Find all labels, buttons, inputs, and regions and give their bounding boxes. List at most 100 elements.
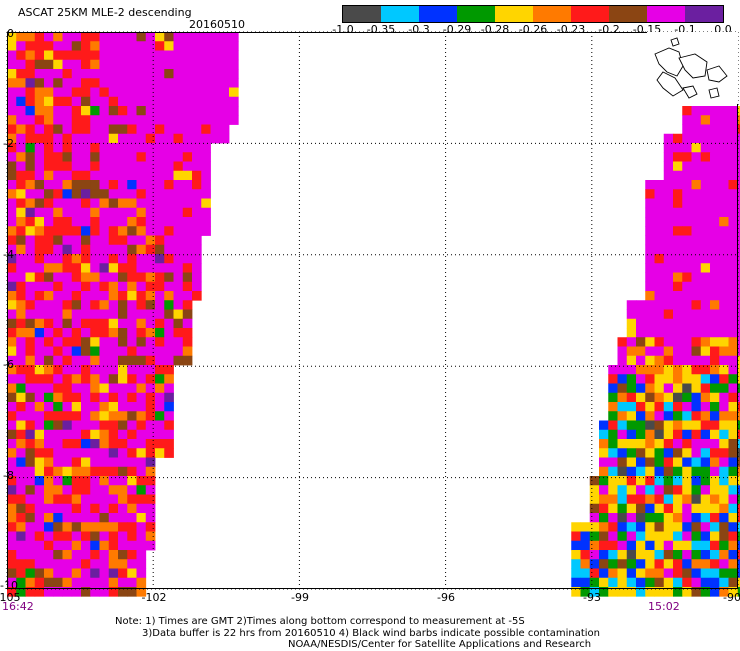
- swath-cell: [25, 50, 36, 61]
- swath-cell: [118, 485, 128, 495]
- swath-cell: [654, 355, 665, 366]
- swath-cell: [719, 346, 729, 357]
- swath-cell: [118, 420, 128, 431]
- swath-cell: [71, 392, 82, 403]
- swath-cell: [118, 198, 128, 209]
- swath-cell: [53, 207, 63, 218]
- swath-cell: [645, 291, 655, 301]
- swath-cell: [71, 235, 82, 246]
- swath-cell: [710, 355, 720, 366]
- swath-cell: [182, 161, 193, 172]
- swath-cell: [136, 346, 147, 357]
- swath-cell: [164, 254, 174, 264]
- swath-cell: [81, 198, 91, 209]
- swath-cell: [127, 513, 137, 523]
- swath-cell: [81, 124, 91, 135]
- swath-cell: [155, 124, 165, 135]
- swath-cell: [16, 355, 26, 366]
- swath-cell: [62, 41, 73, 51]
- swath-cell: [700, 189, 711, 199]
- swath-cell: [173, 124, 184, 135]
- swath-cell: [7, 429, 17, 440]
- swath-cell: [173, 87, 184, 98]
- swath-cell: [700, 217, 711, 227]
- swath-cell: [164, 402, 174, 412]
- swath-cell: [599, 494, 609, 505]
- swath-cell: [7, 318, 17, 329]
- swath-cell: [7, 189, 17, 199]
- swath-cell: [118, 161, 128, 172]
- swath-cell: [53, 439, 63, 449]
- swath-cell: [7, 272, 17, 283]
- swath-cell: [710, 457, 720, 468]
- swath-cell: [7, 559, 17, 569]
- swath-cell: [136, 439, 147, 449]
- swath-cell: [589, 503, 600, 514]
- swath-cell: [44, 337, 54, 347]
- swath-cell: [155, 161, 165, 172]
- swath-cell: [145, 189, 156, 199]
- swath-cell: [108, 540, 119, 551]
- swath-cell: [62, 522, 73, 532]
- swath-cell: [62, 300, 73, 310]
- swath-cell: [626, 494, 637, 505]
- swath-cell: [682, 429, 692, 440]
- swath-cell: [136, 587, 147, 597]
- swath-cell: [617, 550, 628, 560]
- swath-cell: [7, 161, 17, 172]
- swath-cell: [682, 559, 692, 569]
- swath-cell: [663, 559, 674, 569]
- swath-cell: [34, 96, 45, 107]
- swath-cell: [580, 577, 591, 588]
- swath-cell: [663, 587, 674, 597]
- swath-cell: [90, 78, 100, 88]
- swath-cell: [617, 587, 628, 597]
- swath-cell: [53, 272, 63, 283]
- swath-cell: [90, 189, 100, 199]
- swath-cell: [108, 217, 119, 227]
- swath-cell: [44, 217, 54, 227]
- swath-cell: [182, 235, 193, 246]
- swath-cell: [663, 411, 674, 421]
- swath-cell: [182, 226, 193, 236]
- swath-cell: [673, 300, 683, 310]
- swath-cell: [210, 96, 221, 107]
- swath-cell: [673, 281, 683, 292]
- swath-cell: [654, 485, 665, 495]
- swath-cell: [25, 309, 36, 320]
- swath-cell: [108, 355, 119, 366]
- swath-cell: [663, 355, 674, 366]
- swath-cell: [44, 392, 54, 403]
- swath-cell: [737, 577, 740, 588]
- swath-cell: [201, 143, 211, 153]
- swath-cell: [71, 152, 82, 162]
- swath-cell: [90, 198, 100, 209]
- swath-cell: [16, 485, 26, 495]
- swath-cell: [44, 439, 54, 449]
- swath-cell: [571, 559, 581, 569]
- swath-cell: [99, 198, 110, 209]
- swath-cell: [155, 180, 165, 190]
- swath-cell: [155, 96, 165, 107]
- swath-cell: [25, 448, 36, 458]
- swath-cell: [599, 568, 609, 579]
- swath-cell: [25, 235, 36, 246]
- swath-cell: [710, 124, 720, 135]
- swath-cell: [136, 522, 147, 532]
- swath-cell: [728, 429, 739, 440]
- swath-cell: [7, 32, 17, 42]
- swath-cell: [673, 587, 683, 597]
- swath-cell: [62, 152, 73, 162]
- swath-cell: [173, 318, 184, 329]
- swath-cell: [645, 254, 655, 264]
- swath-cell: [719, 180, 729, 190]
- swath-cell: [53, 503, 63, 514]
- swath-cell: [737, 180, 740, 190]
- swath-cell: [34, 152, 45, 162]
- swath-cell: [127, 272, 137, 283]
- swath-cell: [737, 411, 740, 421]
- swath-cell: [108, 133, 119, 144]
- swath-cell: [145, 540, 156, 551]
- swath-cell: [108, 383, 119, 394]
- swath-cell: [719, 411, 729, 421]
